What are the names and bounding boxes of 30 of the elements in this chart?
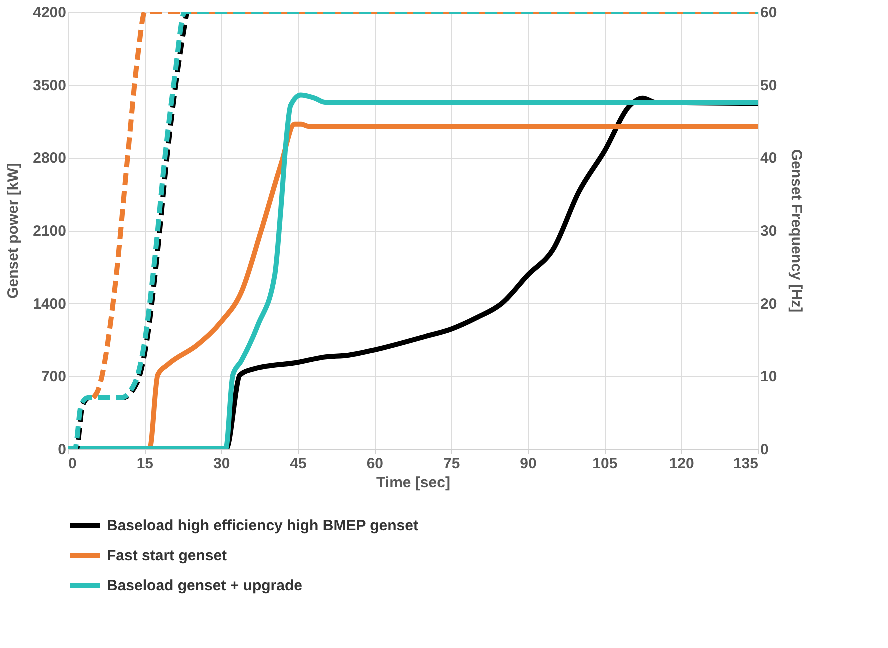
x-tick-label: 30 xyxy=(213,456,230,472)
y-tick-label: 2100 xyxy=(33,223,66,240)
y-axis-title: Genset power [kW] xyxy=(5,163,22,299)
x-tick-label: 135 xyxy=(733,456,758,472)
x-tick-label: 45 xyxy=(290,456,307,472)
x-tick-label: 0 xyxy=(68,456,77,472)
y-tick-label: 1400 xyxy=(33,296,66,313)
y2-tick-label: 10 xyxy=(760,368,778,386)
x-tick-label: 15 xyxy=(136,456,154,472)
y2-tick-label: 50 xyxy=(760,77,778,94)
legend-label: Baseload genset + upgrade xyxy=(107,578,302,594)
y2-tick-label: 0 xyxy=(760,442,769,458)
x-tick-label: 75 xyxy=(443,456,460,472)
y2-axis-title: Genset Frequency [Hz] xyxy=(788,149,806,313)
y-tick-label: 2800 xyxy=(33,150,66,168)
x-axis-title: Time [sec] xyxy=(376,474,450,492)
x-tick-label: 60 xyxy=(366,456,384,472)
y2-tick-label: 40 xyxy=(760,150,778,168)
legend-label: Baseload high efficiency high BMEP genset xyxy=(107,518,418,534)
y2-tick-label: 20 xyxy=(760,296,778,313)
y-tick-label: 3500 xyxy=(33,77,66,94)
y2-tick-label: 30 xyxy=(760,223,778,240)
x-tick-label: 120 xyxy=(669,456,694,472)
legend-label: Fast start genset xyxy=(107,548,228,564)
y2-tick-label: 60 xyxy=(760,4,778,22)
y-tick-label: 700 xyxy=(41,368,66,386)
x-tick-label: 90 xyxy=(520,456,537,472)
y-tick-label: 4200 xyxy=(33,4,66,22)
x-tick-label: 105 xyxy=(592,456,618,472)
y-tick-label: 0 xyxy=(58,442,66,458)
